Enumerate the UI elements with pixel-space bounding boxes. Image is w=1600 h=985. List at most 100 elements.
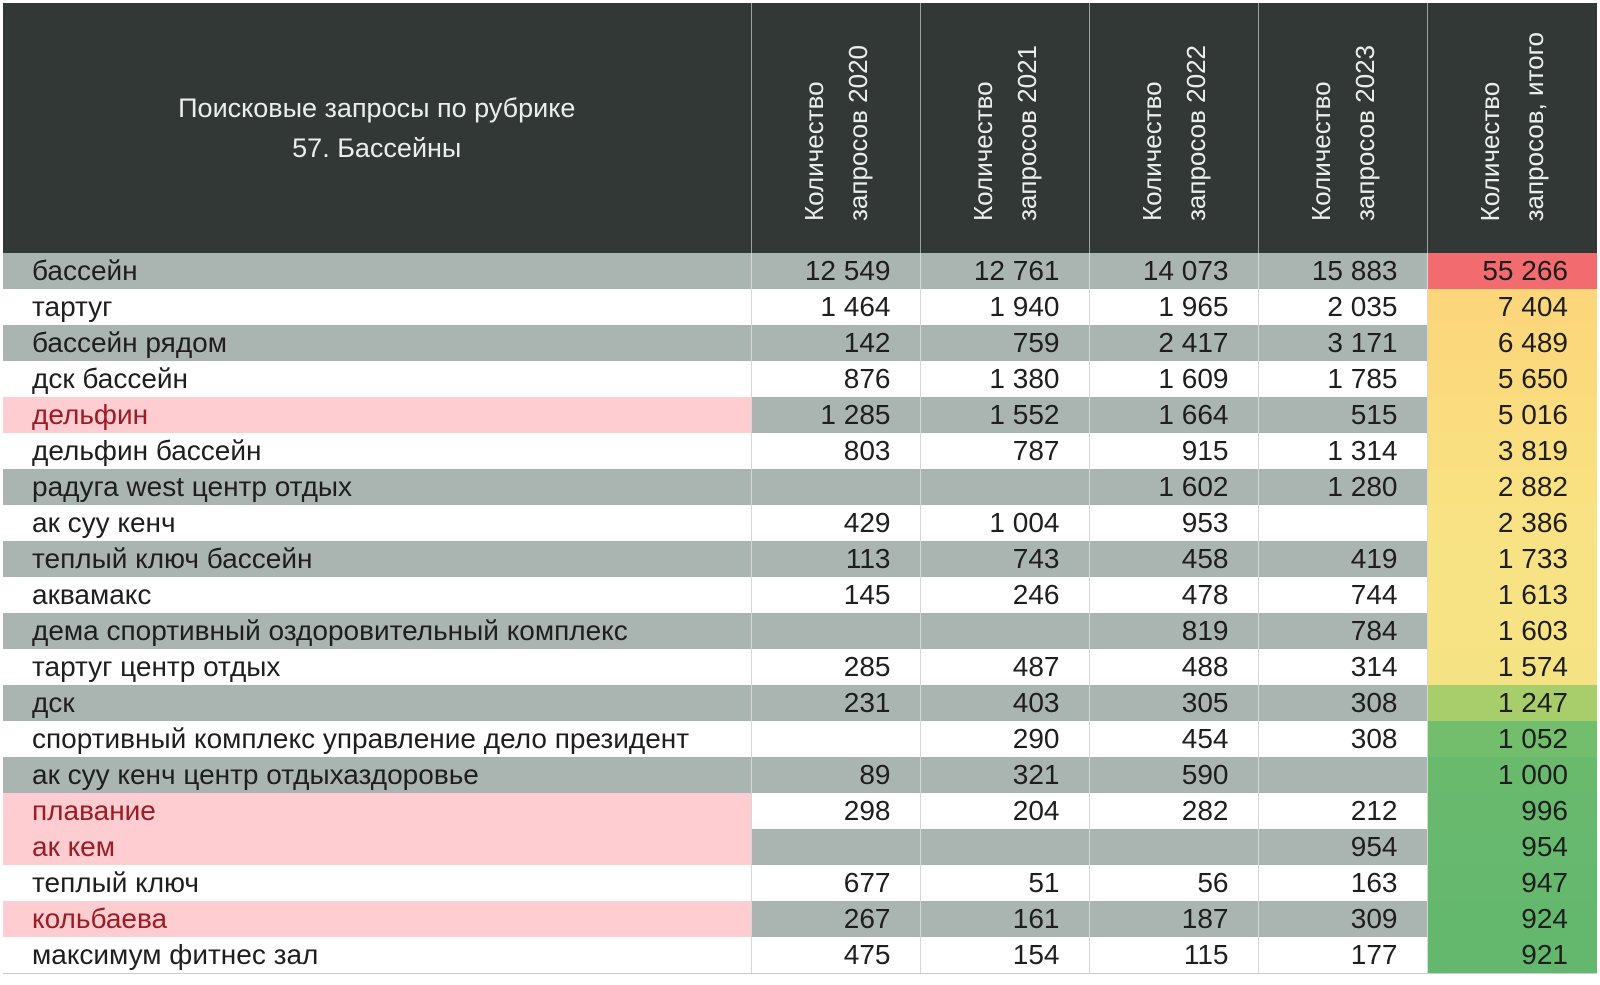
count-total-cell: 55 266 bbox=[1426, 253, 1597, 289]
count-total-cell: 5 016 bbox=[1426, 397, 1597, 433]
count-2020-cell: 12 549 bbox=[750, 253, 920, 289]
count-2021-cell: 290 bbox=[919, 721, 1089, 757]
column-header-total-line1: Количество bbox=[1475, 81, 1506, 221]
query-name-cell: бассейн рядом bbox=[3, 325, 751, 361]
table-row: дельфин 1 285 1 552 1 664 515 5 016 bbox=[3, 397, 1597, 433]
count-2022-cell bbox=[1088, 829, 1258, 865]
count-total-cell: 5 650 bbox=[1426, 361, 1597, 397]
query-name-cell: радуга west центр отдых bbox=[3, 469, 751, 505]
query-name-cell: ак суу кенч bbox=[3, 505, 751, 541]
count-2020-cell: 89 bbox=[750, 757, 920, 793]
table-row: ак суу кенч центр отдыхаздоровье 89 321 590… bbox=[3, 757, 1597, 793]
table-row: дск 231 403 305 308 1 247 bbox=[3, 685, 1597, 721]
query-name-cell: теплый ключ бассейн bbox=[3, 541, 751, 577]
count-total-cell: 996 bbox=[1426, 793, 1597, 829]
count-2023-cell: 784 bbox=[1257, 613, 1427, 649]
header-row: Поисковые запросы по рубрике 57. Бассейн… bbox=[3, 3, 1597, 253]
column-header-2022-line1: Количество bbox=[1136, 81, 1167, 221]
table-row: дск бассейн 876 1 380 1 609 1 785 5 650 bbox=[3, 361, 1597, 397]
count-total-cell: 947 bbox=[1426, 865, 1597, 901]
table-row: плавание 298 204 282 212 996 bbox=[3, 793, 1597, 829]
table-row: дема спортивный оздоровительный комплекс… bbox=[3, 613, 1597, 649]
count-2023-cell: 308 bbox=[1257, 685, 1427, 721]
count-2022-cell: 819 bbox=[1088, 613, 1258, 649]
query-name-cell: дельфин bbox=[3, 397, 751, 433]
table-row: ак суу кенч 429 1 004 953 2 386 bbox=[3, 505, 1597, 541]
count-total-cell: 1 613 bbox=[1426, 577, 1597, 613]
count-2023-cell: 515 bbox=[1257, 397, 1427, 433]
query-name-cell: теплый ключ bbox=[3, 865, 751, 901]
count-2023-cell: 163 bbox=[1257, 865, 1427, 901]
table-row: тартуг центр отдых 285 487 488 314 1 574 bbox=[3, 649, 1597, 685]
count-2022-cell: 590 bbox=[1088, 757, 1258, 793]
count-2022-cell: 454 bbox=[1088, 721, 1258, 757]
table-row: кольбаева 267 161 187 309 924 bbox=[3, 901, 1597, 937]
column-header-2023: Количество запросов 2023 bbox=[1257, 3, 1427, 253]
count-2020-cell: 1 464 bbox=[750, 289, 920, 325]
count-total-cell: 921 bbox=[1426, 937, 1597, 974]
count-total-cell: 7 404 bbox=[1426, 289, 1597, 325]
query-name-cell: ак кем bbox=[3, 829, 751, 865]
count-2023-cell: 954 bbox=[1257, 829, 1427, 865]
column-header-2021-line2: запросов 2021 bbox=[1011, 44, 1042, 221]
count-2020-cell: 113 bbox=[750, 541, 920, 577]
table-body: бассейн 12 549 12 761 14 073 15 883 55 266 тар… bbox=[3, 253, 1597, 974]
count-2020-cell bbox=[750, 721, 920, 757]
count-2022-cell: 56 bbox=[1088, 865, 1258, 901]
count-total-cell: 1 000 bbox=[1426, 757, 1597, 793]
count-2020-cell bbox=[750, 469, 920, 505]
count-2022-cell: 488 bbox=[1088, 649, 1258, 685]
column-header-2022-line2: запросов 2022 bbox=[1180, 44, 1211, 221]
count-2021-cell bbox=[919, 469, 1089, 505]
table-row: тартуг 1 464 1 940 1 965 2 035 7 404 bbox=[3, 289, 1597, 325]
query-name-cell: максимум фитнес зал bbox=[3, 937, 751, 974]
count-total-cell: 1 603 bbox=[1426, 613, 1597, 649]
query-name-cell: бассейн bbox=[3, 253, 751, 289]
table-title-line1: Поисковые запросы по рубрике bbox=[178, 93, 576, 123]
query-name-cell: дельфин бассейн bbox=[3, 433, 751, 469]
count-2020-cell: 429 bbox=[750, 505, 920, 541]
count-2023-cell: 1 280 bbox=[1257, 469, 1427, 505]
table-row: бассейн рядом 142 759 2 417 3 171 6 489 bbox=[3, 325, 1597, 361]
column-header-2021: Количество запросов 2021 bbox=[919, 3, 1089, 253]
table-row: радуга west центр отдых 1 602 1 280 2 882 bbox=[3, 469, 1597, 505]
column-header-total-line2: запросов, итого bbox=[1519, 31, 1550, 221]
count-2022-cell: 305 bbox=[1088, 685, 1258, 721]
count-total-cell: 3 819 bbox=[1426, 433, 1597, 469]
count-2023-cell: 15 883 bbox=[1257, 253, 1427, 289]
query-name-cell: ак суу кенч центр отдыхаздоровье bbox=[3, 757, 751, 793]
count-2021-cell: 759 bbox=[919, 325, 1089, 361]
count-2023-cell: 314 bbox=[1257, 649, 1427, 685]
query-name-cell: тартуг bbox=[3, 289, 751, 325]
count-2020-cell: 285 bbox=[750, 649, 920, 685]
count-2022-cell: 187 bbox=[1088, 901, 1258, 937]
count-total-cell: 1 052 bbox=[1426, 721, 1597, 757]
query-name-cell: спортивный комплекс управление дело през… bbox=[3, 721, 751, 757]
count-2022-cell: 1 609 bbox=[1088, 361, 1258, 397]
count-2020-cell: 803 bbox=[750, 433, 920, 469]
count-2022-cell: 1 965 bbox=[1088, 289, 1258, 325]
count-2021-cell: 743 bbox=[919, 541, 1089, 577]
count-2020-cell: 298 bbox=[750, 793, 920, 829]
column-header-2020: Количество запросов 2020 bbox=[750, 3, 920, 253]
count-total-cell: 1 733 bbox=[1426, 541, 1597, 577]
count-total-cell: 1 574 bbox=[1426, 649, 1597, 685]
count-2022-cell: 478 bbox=[1088, 577, 1258, 613]
count-2023-cell bbox=[1257, 505, 1427, 541]
count-2021-cell bbox=[919, 613, 1089, 649]
count-2022-cell: 915 bbox=[1088, 433, 1258, 469]
count-2023-cell: 1 314 bbox=[1257, 433, 1427, 469]
count-2020-cell: 1 285 bbox=[750, 397, 920, 433]
column-header-2022: Количество запросов 2022 bbox=[1088, 3, 1258, 253]
table-row: теплый ключ 677 51 56 163 947 bbox=[3, 865, 1597, 901]
count-2020-cell: 231 bbox=[750, 685, 920, 721]
count-total-cell: 2 386 bbox=[1426, 505, 1597, 541]
count-2021-cell: 154 bbox=[919, 937, 1089, 974]
count-total-cell: 1 247 bbox=[1426, 685, 1597, 721]
count-2021-cell: 12 761 bbox=[919, 253, 1089, 289]
count-2023-cell: 212 bbox=[1257, 793, 1427, 829]
table-header: Поисковые запросы по рубрике 57. Бассейн… bbox=[3, 3, 1597, 253]
table-row: бассейн 12 549 12 761 14 073 15 883 55 266 bbox=[3, 253, 1597, 289]
table-row: теплый ключ бассейн 113 743 458 419 1 733 bbox=[3, 541, 1597, 577]
column-header-2021-line1: Количество bbox=[967, 81, 998, 221]
